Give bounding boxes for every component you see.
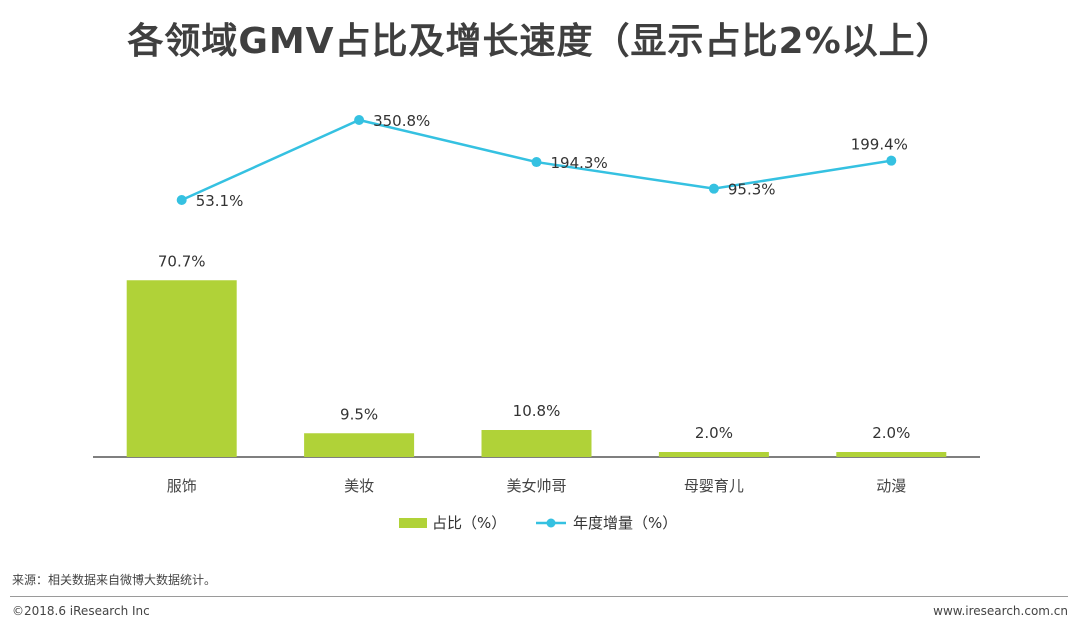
bar <box>658 452 769 457</box>
bar <box>304 433 415 457</box>
line-point <box>886 155 897 166</box>
line-point <box>176 195 187 205</box>
bar-data-label: 10.8% <box>513 402 561 420</box>
bar-data-label: 2.0% <box>695 424 733 442</box>
bar-labels: 70.7% 9.5% 10.8% 2.0% 2.0% <box>158 252 910 442</box>
legend-bar-swatch <box>399 518 427 528</box>
line-data-label: 53.1% <box>196 192 244 210</box>
line-data-label: 199.4% <box>851 136 908 154</box>
footer-divider <box>10 596 1068 597</box>
legend-line-marker <box>546 518 556 528</box>
x-tick-label: 动漫 <box>876 477 906 495</box>
bar-data-label: 70.7% <box>158 252 206 270</box>
line-point <box>708 183 719 194</box>
bar <box>481 430 592 457</box>
website-link[interactable]: www.iresearch.com.cn <box>933 604 1068 618</box>
line-data-label: 95.3% <box>728 181 776 199</box>
bar-data-label: 2.0% <box>872 424 910 442</box>
legend: 占比（%） 年度增量（%） <box>399 514 677 532</box>
chart-svg: 70.7% 9.5% 10.8% 2.0% 2.0% 53.1% 350.8% 194.3%… <box>93 112 980 532</box>
x-tick-label: 服饰 <box>167 477 197 495</box>
line-point <box>531 157 542 168</box>
x-tick-label: 母婴育儿 <box>684 477 744 495</box>
line-point <box>354 115 365 125</box>
bar-data-label: 9.5% <box>340 405 378 423</box>
legend-bar-label: 占比（%） <box>432 514 506 532</box>
x-tick-labels: 服饰 美妆 美女帅哥 母婴育儿 动漫 <box>167 477 907 495</box>
line-series: 53.1% 350.8% 194.3% 95.3% 199.4% <box>176 112 908 210</box>
copyright-text: ©2018.6 iResearch Inc <box>12 604 150 618</box>
x-tick-label: 美妆 <box>344 477 374 495</box>
line-data-label: 194.3% <box>551 154 608 172</box>
bar <box>836 452 947 457</box>
chart-title: 各领域GMV占比及增长速度（显示占比2%以上） <box>127 21 953 62</box>
line-data-label: 350.8% <box>373 112 430 130</box>
legend-line-label: 年度增量（%） <box>573 514 677 532</box>
bar-series <box>126 280 947 457</box>
bar <box>126 280 237 457</box>
source-note: 来源：相关数据来自微博大数据统计。 <box>12 573 217 587</box>
x-tick-label: 美女帅哥 <box>506 477 566 495</box>
